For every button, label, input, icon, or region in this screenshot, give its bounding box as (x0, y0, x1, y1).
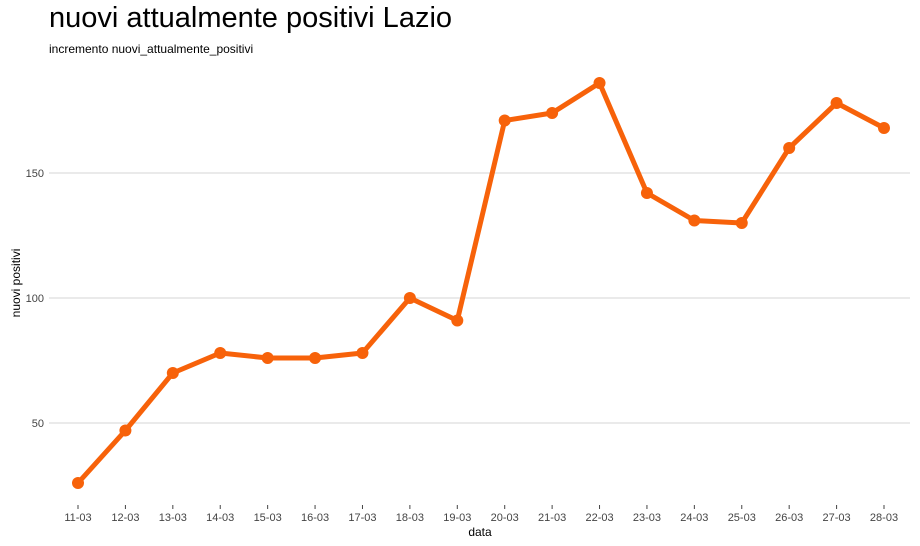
y-tick-label: 150 (26, 168, 44, 180)
x-tick-label: 25-03 (728, 512, 756, 524)
x-tick-label: 18-03 (396, 512, 424, 524)
y-axis-ticks: 50 100 150 (26, 168, 44, 430)
x-tick-label: 12-03 (111, 512, 139, 524)
chart-subtitle: incremento nuovi_attualmente_positivi (49, 42, 254, 56)
data-point (261, 352, 274, 364)
data-point (356, 347, 369, 359)
data-point (119, 424, 132, 437)
y-tick-label: 100 (26, 293, 44, 305)
data-point (878, 122, 890, 134)
data-point (498, 114, 511, 127)
x-tick-label: 15-03 (254, 512, 282, 524)
data-point (309, 352, 322, 364)
x-tick-label: 14-03 (206, 512, 234, 524)
data-point (166, 367, 179, 379)
x-tick-label: 22-03 (585, 512, 613, 524)
x-tick-label: 20-03 (491, 512, 519, 524)
data-point (830, 97, 843, 109)
x-tick-label: 16-03 (301, 512, 329, 524)
y-tick-label: 50 (32, 418, 44, 430)
x-tick-label: 13-03 (159, 512, 187, 524)
x-tick-label: 27-03 (823, 512, 851, 524)
y-axis-label: nuovi positivi (9, 249, 23, 318)
data-point (403, 292, 416, 304)
data-point (783, 142, 796, 154)
x-tick-label: 28-03 (870, 512, 898, 524)
x-axis-ticks: 11-03 12-03 13-03 14-03 15-03 16-03 17-03 18-03… (64, 505, 898, 524)
data-point (546, 107, 559, 119)
data-point (640, 187, 653, 199)
x-tick-label: 17-03 (348, 512, 376, 524)
data-point (72, 477, 84, 489)
x-tick-label: 24-03 (680, 512, 708, 524)
data-point (451, 314, 464, 327)
data-point (593, 77, 606, 89)
x-tick-label: 11-03 (64, 512, 91, 524)
series-line (75, 80, 887, 486)
x-tick-label: 26-03 (775, 512, 803, 524)
data-point (214, 347, 227, 359)
data-points (72, 77, 890, 489)
x-axis-label: data (468, 525, 492, 539)
data-point (735, 217, 748, 229)
data-point (688, 214, 701, 227)
x-tick-label: 21-03 (538, 512, 566, 524)
x-tick-label: 23-03 (633, 512, 661, 524)
gridlines (49, 172, 910, 424)
chart-title: nuovi attualmente positivi Lazio (49, 2, 453, 34)
x-tick-label: 19-03 (443, 512, 471, 524)
